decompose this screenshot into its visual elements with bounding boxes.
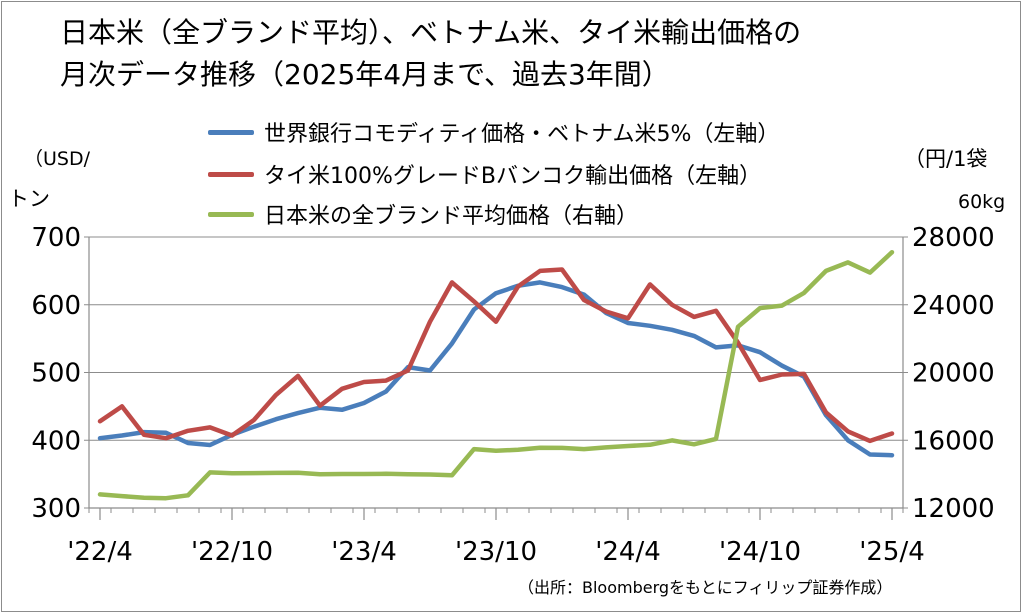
y-left-tick-label: 400: [31, 426, 81, 456]
left-axis-unit-line1: （USD/: [24, 148, 90, 170]
left-axis-unit-line2: トン: [8, 187, 50, 211]
y-left-tick-label: 700: [31, 223, 81, 253]
chart-title-line2: 月次データ推移（2025年4月まで、過去3年間）: [60, 58, 670, 91]
y-right-tick-label: 12000: [912, 494, 995, 524]
y-right-tick-label: 16000: [912, 426, 995, 456]
y-left-tick-label: 600: [31, 291, 81, 321]
right-axis-unit-line1: （円/1袋: [904, 147, 988, 171]
y-left-tick-label: 300: [31, 494, 81, 524]
legend-label-thai: タイ米100%グレードBバンコク輸出価格（左軸）: [264, 164, 762, 189]
y-left-tick-label: 500: [31, 359, 81, 389]
legend-item-vietnam: 世界銀行コモディティ価格・ベトナム米5%（左軸）: [208, 117, 779, 147]
x-tick-label: '24/4: [595, 537, 661, 567]
legend-swatch-thai: [208, 171, 254, 177]
right-axis-unit-line2: 60kg: [958, 191, 1006, 213]
x-tick-label: '24/10: [719, 537, 801, 567]
y-right-tick-label: 20000: [912, 359, 995, 389]
chart-title-line1: 日本米（全ブランド平均）、ベトナム米、タイ米輸出価格の: [60, 16, 802, 49]
legend-label-vietnam: 世界銀行コモディティ価格・ベトナム米5%（左軸）: [264, 122, 780, 147]
x-tick-label: '22/4: [67, 537, 133, 567]
legend-item-thai: タイ米100%グレードBバンコク輸出価格（左軸）: [208, 159, 761, 189]
x-tick-label: '23/4: [331, 537, 397, 567]
legend-swatch-japan: [208, 211, 254, 217]
legend-label-japan: 日本米の全ブランド平均価格（右軸）: [264, 204, 639, 229]
legend-swatch-vietnam: [208, 129, 254, 135]
legend-item-japan: 日本米の全ブランド平均価格（右軸）: [208, 199, 638, 229]
series-line-thai: [97, 267, 895, 444]
x-tick-label: '22/10: [191, 537, 273, 567]
x-tick-label: '23/10: [455, 537, 537, 567]
y-right-tick-label: 28000: [912, 223, 995, 253]
x-tick-label: '25/4: [859, 537, 925, 567]
source-note: （出所：Bloombergをもとにフィリップ証券作成）: [518, 578, 893, 597]
series-line-japan: [97, 249, 895, 501]
y-right-tick-label: 24000: [912, 291, 995, 321]
